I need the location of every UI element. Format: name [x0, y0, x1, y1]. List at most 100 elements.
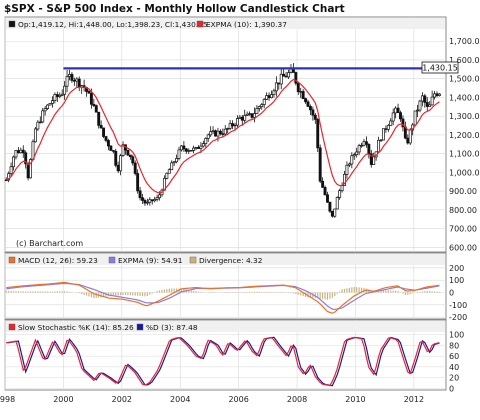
candle-body — [364, 141, 368, 145]
candle-body — [253, 113, 256, 118]
price-y-axis: 600.00 700.00 800.00 900.00 1,000.00 1,100.00… — [449, 37, 480, 252]
y-tick-label: 1,300.00 — [449, 112, 480, 121]
candle-body — [21, 149, 25, 154]
candle-body — [272, 90, 276, 95]
candle-body — [316, 119, 320, 149]
candle-body — [106, 140, 110, 147]
y-tick-label: 800.00 — [449, 206, 477, 215]
candle-body — [12, 156, 15, 168]
candle-body — [58, 94, 62, 97]
candle-body — [306, 101, 310, 107]
stochastic-k-line — [6, 336, 440, 387]
price-panel: 600.00 700.00 800.00 900.00 1,000.00 1,100.00… — [4, 16, 480, 253]
candle-body — [155, 197, 159, 200]
candle-body — [167, 169, 171, 174]
candle-body — [109, 145, 113, 151]
candle-body — [94, 105, 98, 113]
candle-body — [148, 199, 152, 203]
candle-body — [274, 82, 278, 92]
candle-body — [330, 210, 334, 217]
candle-body — [53, 94, 57, 101]
candle-body — [126, 149, 130, 156]
chart-title: $SPX - S&P 500 Index - Monthly Hollow Ca… — [4, 3, 345, 15]
y-tick-label: -200 — [449, 313, 467, 322]
y-tick-label: 20 — [449, 374, 459, 383]
candle-body — [19, 149, 23, 154]
legend-label: EXPMA (10): 1,390.37 — [206, 20, 287, 29]
candle-body — [206, 134, 210, 139]
candle-body — [14, 150, 18, 158]
y-tick-label: 1,700.00 — [449, 37, 480, 46]
candle-body — [175, 158, 179, 163]
candle-body — [116, 164, 120, 172]
macd-legend-bar — [6, 254, 445, 265]
legend-label: Divergence: 4.32 — [199, 256, 262, 265]
candle-body — [401, 118, 405, 128]
stochastic-d-line — [6, 336, 440, 387]
candle-body — [428, 104, 432, 107]
y-tick-label: 80 — [449, 341, 459, 350]
candle-body — [46, 104, 50, 109]
legend-swatch — [136, 323, 144, 331]
candle-body — [260, 104, 264, 107]
candle-body — [318, 147, 322, 182]
legend-label: Slow Stochastic %K (14): 85.26 — [18, 323, 134, 332]
candle-body — [111, 150, 115, 152]
x-tick-label: 2006 — [228, 395, 248, 404]
candle-body — [321, 180, 325, 188]
candle-body — [265, 95, 269, 100]
candle-body — [172, 161, 176, 164]
candle-body — [245, 113, 249, 116]
candle-body — [389, 120, 393, 126]
candle-body — [221, 133, 225, 135]
candle-body — [9, 166, 13, 174]
legend-label: EXPMA (9): 54.91 — [118, 256, 183, 265]
y-tick-label: 1,500.00 — [449, 75, 480, 84]
candle-body — [92, 103, 96, 106]
candle-body — [119, 155, 123, 172]
candle-body — [437, 93, 441, 96]
candle-body — [226, 128, 230, 130]
y-tick-label: 0 — [449, 384, 454, 393]
candle-body — [218, 130, 222, 135]
y-tick-label: 600.00 — [449, 243, 477, 252]
candle-body — [89, 92, 93, 105]
candle-body — [279, 73, 283, 85]
candle-body — [435, 93, 439, 96]
candle-body — [211, 130, 215, 133]
y-tick-label: 60 — [449, 352, 459, 361]
candle-body — [357, 145, 361, 153]
candle-body — [347, 163, 351, 166]
candle-body — [36, 121, 40, 130]
candle-body — [231, 123, 235, 127]
y-tick-label: 40 — [449, 363, 459, 372]
candle-body — [209, 131, 213, 136]
y-tick-label: 100 — [449, 276, 464, 285]
candle-body — [138, 190, 142, 199]
candle-body — [114, 150, 118, 166]
candle-body — [301, 91, 305, 99]
candle-body — [141, 197, 144, 201]
candle-body — [70, 74, 74, 81]
candle-body — [145, 201, 149, 204]
y-tick-label: 0 — [449, 289, 454, 298]
legend-swatch — [8, 323, 16, 331]
candle-body — [170, 162, 174, 171]
last-price-text: 1,430.15 — [422, 64, 458, 73]
candle-body — [430, 96, 434, 106]
candle-body — [158, 194, 161, 199]
candle-body — [382, 128, 385, 141]
candle-body — [48, 103, 52, 106]
candle-body — [408, 129, 412, 144]
legend-label: MACD (12, 26): 59.23 — [18, 256, 98, 265]
candle-body — [299, 91, 303, 93]
candle-body — [187, 150, 191, 152]
candle-body — [102, 127, 106, 137]
candle-body — [29, 159, 33, 179]
x-tick-label: 2002 — [112, 395, 132, 404]
candle-body — [238, 116, 242, 119]
y-tick-label: 200 — [449, 264, 464, 273]
candle-body — [41, 110, 45, 123]
candle-body — [235, 118, 239, 126]
